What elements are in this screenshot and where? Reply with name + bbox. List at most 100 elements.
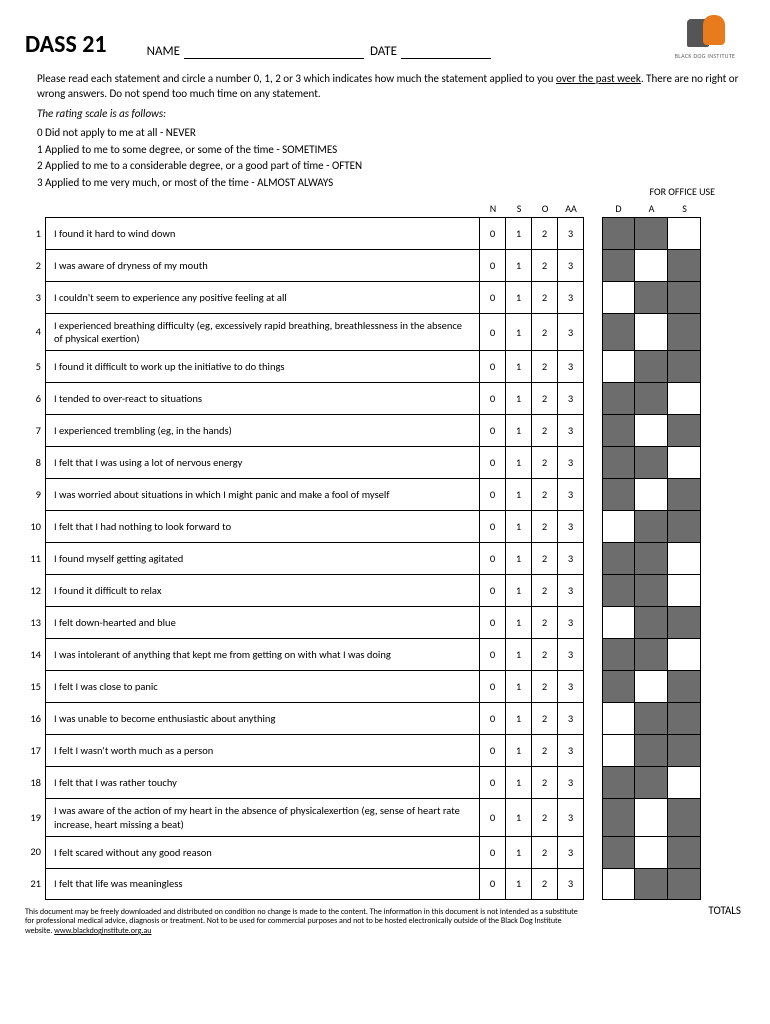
rating-cell[interactable]: 1	[506, 350, 532, 382]
rating-cell[interactable]: 2	[532, 313, 558, 350]
rating-cell[interactable]: 2	[532, 798, 558, 835]
office-cell	[635, 350, 668, 382]
rating-cell[interactable]: 0	[480, 542, 506, 574]
rating-cell[interactable]: 1	[506, 702, 532, 734]
rating-cell[interactable]: 1	[506, 734, 532, 766]
office-cell	[668, 766, 701, 798]
office-cell	[635, 414, 668, 446]
question-row: 4I experienced breathing difficulty (eg,…	[25, 313, 745, 350]
rating-cell[interactable]: 1	[506, 313, 532, 350]
rating-cell[interactable]: 2	[532, 542, 558, 574]
rating-cell[interactable]: 1	[506, 868, 532, 900]
rating-cell[interactable]: 3	[558, 217, 584, 249]
rating-cell[interactable]: 1	[506, 606, 532, 638]
rating-cell[interactable]: 0	[480, 446, 506, 478]
rating-cell[interactable]: 3	[558, 414, 584, 446]
rating-cell[interactable]: 1	[506, 510, 532, 542]
rating-cell[interactable]: 0	[480, 798, 506, 835]
rating-cell[interactable]: 2	[532, 702, 558, 734]
rating-cell[interactable]: 2	[532, 868, 558, 900]
rating-cell[interactable]: 3	[558, 446, 584, 478]
rating-cell[interactable]: 3	[558, 574, 584, 606]
office-cell	[635, 478, 668, 510]
rating-cell[interactable]: 3	[558, 798, 584, 835]
office-cell	[668, 446, 701, 478]
rating-cell[interactable]: 2	[532, 836, 558, 868]
rating-cell[interactable]: 3	[558, 670, 584, 702]
rating-cell[interactable]: 0	[480, 281, 506, 313]
rating-cell[interactable]: 0	[480, 414, 506, 446]
rating-cell[interactable]: 1	[506, 836, 532, 868]
rating-cell[interactable]: 2	[532, 638, 558, 670]
rating-cell[interactable]: 2	[532, 606, 558, 638]
rating-cell[interactable]: 3	[558, 836, 584, 868]
rating-cell[interactable]: 2	[532, 414, 558, 446]
question-number: 13	[25, 606, 45, 638]
rating-cell[interactable]: 2	[532, 478, 558, 510]
rating-cell[interactable]: 1	[506, 574, 532, 606]
rating-cell[interactable]: 0	[480, 766, 506, 798]
rating-cell[interactable]: 2	[532, 734, 558, 766]
rating-cell[interactable]: 3	[558, 249, 584, 281]
rating-cell[interactable]: 2	[532, 510, 558, 542]
rating-cell[interactable]: 1	[506, 670, 532, 702]
rating-cell[interactable]: 0	[480, 606, 506, 638]
rating-cell[interactable]: 2	[532, 249, 558, 281]
rating-cell[interactable]: 1	[506, 798, 532, 835]
rating-cell[interactable]: 0	[480, 510, 506, 542]
rating-cell[interactable]: 0	[480, 868, 506, 900]
col-o: O	[532, 202, 558, 215]
rating-cell[interactable]: 2	[532, 281, 558, 313]
rating-cell[interactable]: 1	[506, 249, 532, 281]
office-cell	[668, 638, 701, 670]
rating-cell[interactable]: 1	[506, 414, 532, 446]
rating-cell[interactable]: 0	[480, 702, 506, 734]
rating-cell[interactable]: 0	[480, 574, 506, 606]
rating-cell[interactable]: 0	[480, 836, 506, 868]
rating-cell[interactable]: 3	[558, 766, 584, 798]
date-input-line[interactable]	[401, 58, 491, 59]
rating-cell[interactable]: 2	[532, 446, 558, 478]
rating-cell[interactable]: 0	[480, 478, 506, 510]
rating-cell[interactable]: 3	[558, 734, 584, 766]
rating-cell[interactable]: 2	[532, 766, 558, 798]
rating-cell[interactable]: 0	[480, 734, 506, 766]
rating-cell[interactable]: 1	[506, 542, 532, 574]
rating-cell[interactable]: 2	[532, 217, 558, 249]
rating-cell[interactable]: 0	[480, 350, 506, 382]
rating-cell[interactable]: 3	[558, 478, 584, 510]
rating-cell[interactable]: 2	[532, 350, 558, 382]
rating-cell[interactable]: 0	[480, 382, 506, 414]
rating-cell[interactable]: 1	[506, 766, 532, 798]
rating-cell[interactable]: 3	[558, 702, 584, 734]
rating-cell[interactable]: 0	[480, 638, 506, 670]
rating-cell[interactable]: 2	[532, 670, 558, 702]
rating-cell[interactable]: 1	[506, 217, 532, 249]
office-cell	[635, 798, 668, 835]
rating-cell[interactable]: 1	[506, 281, 532, 313]
rating-cell[interactable]: 1	[506, 446, 532, 478]
rating-cell[interactable]: 3	[558, 382, 584, 414]
rating-cell[interactable]: 0	[480, 313, 506, 350]
rating-cell[interactable]: 3	[558, 313, 584, 350]
rating-cell[interactable]: 0	[480, 217, 506, 249]
question-number: 17	[25, 734, 45, 766]
rating-cell[interactable]: 3	[558, 510, 584, 542]
rating-cell[interactable]: 3	[558, 868, 584, 900]
office-cell	[602, 350, 635, 382]
rating-cell[interactable]: 1	[506, 382, 532, 414]
rating-cell[interactable]: 3	[558, 542, 584, 574]
question-text: I was worried about situations in which …	[45, 478, 480, 510]
rating-cell[interactable]: 0	[480, 670, 506, 702]
rating-cell[interactable]: 1	[506, 478, 532, 510]
rating-cell[interactable]: 1	[506, 638, 532, 670]
office-cell	[602, 670, 635, 702]
rating-cell[interactable]: 3	[558, 350, 584, 382]
rating-cell[interactable]: 3	[558, 606, 584, 638]
rating-cell[interactable]: 0	[480, 249, 506, 281]
rating-cell[interactable]: 3	[558, 281, 584, 313]
name-input-line[interactable]	[184, 58, 364, 59]
rating-cell[interactable]: 2	[532, 574, 558, 606]
rating-cell[interactable]: 2	[532, 382, 558, 414]
rating-cell[interactable]: 3	[558, 638, 584, 670]
